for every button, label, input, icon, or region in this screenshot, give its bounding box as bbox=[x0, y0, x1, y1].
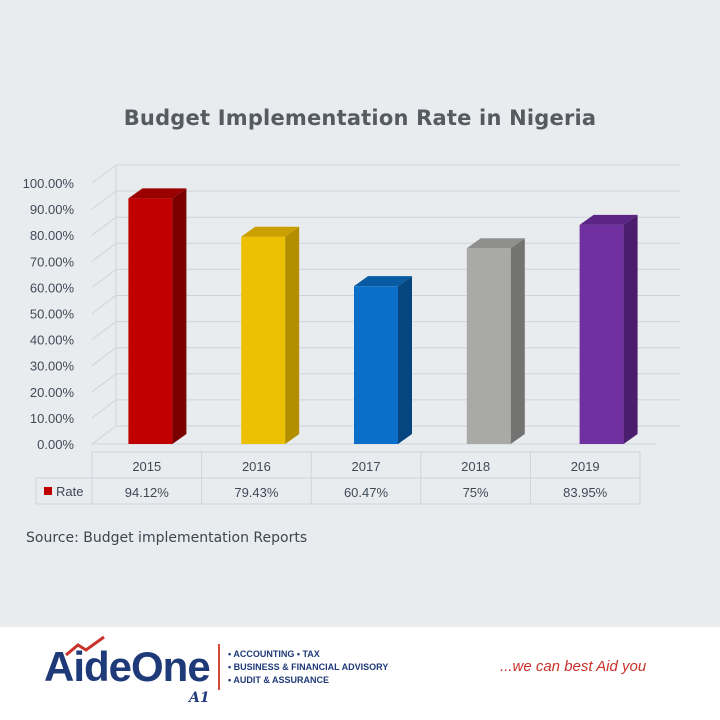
gridline-depth bbox=[91, 347, 117, 367]
bar-2017 bbox=[354, 286, 398, 444]
y-tick-label: 40.00% bbox=[30, 333, 75, 348]
y-tick-label: 100.00% bbox=[23, 176, 75, 191]
footer-divider bbox=[218, 644, 220, 690]
bar-side-2017 bbox=[398, 276, 412, 444]
data-label: 60.47% bbox=[344, 485, 389, 500]
chart-title: Budget Implementation Rate in Nigeria bbox=[123, 106, 597, 130]
tagline: ...we can best Aid you bbox=[500, 658, 647, 675]
y-tick-label: 70.00% bbox=[30, 254, 75, 269]
bar-2015 bbox=[128, 198, 173, 444]
data-label: 83.95% bbox=[563, 485, 608, 500]
y-tick-label: 20.00% bbox=[30, 385, 75, 400]
y-tick-label: 50.00% bbox=[30, 307, 75, 322]
y-tick-label: 0.00% bbox=[37, 437, 74, 452]
bar-side-2016 bbox=[285, 226, 300, 444]
y-tick-label: 90.00% bbox=[30, 202, 75, 217]
x-category-label: 2018 bbox=[461, 459, 490, 474]
gridline-depth bbox=[91, 268, 117, 288]
logo-wordmark: AideOne bbox=[44, 643, 211, 691]
gridline-depth bbox=[91, 242, 117, 262]
x-category-label: 2019 bbox=[571, 459, 600, 474]
bar-2016 bbox=[241, 236, 286, 444]
gridline-depth bbox=[91, 216, 117, 236]
gridline-depth bbox=[91, 321, 117, 341]
bar-2018 bbox=[466, 248, 511, 444]
logo-wordmark-aide: Aide bbox=[44, 643, 132, 690]
y-tick-label: 10.00% bbox=[30, 411, 75, 426]
data-label: 79.43% bbox=[234, 485, 279, 500]
gridline-depth bbox=[91, 399, 117, 419]
service-item: • BUSINESS & FINANCIAL ADVISORY bbox=[228, 662, 389, 672]
bar-top-2018 bbox=[466, 238, 525, 249]
bar-top-2019 bbox=[579, 214, 638, 225]
y-tick-label: 60.00% bbox=[30, 280, 75, 295]
bar-top-2015 bbox=[128, 188, 187, 199]
logo-swoosh-icon bbox=[65, 635, 105, 657]
bar-2019 bbox=[579, 224, 624, 444]
y-tick-label: 30.00% bbox=[30, 359, 75, 374]
service-item: • ACCOUNTING • TAX bbox=[228, 649, 320, 659]
x-category-label: 2016 bbox=[242, 459, 271, 474]
source-note: Source: Budget implementation Reports bbox=[26, 530, 308, 546]
legend-marker-rate bbox=[44, 487, 52, 495]
logo-mark: A1 bbox=[189, 690, 210, 706]
logo-wordmark-one: One bbox=[131, 643, 211, 690]
bar-side-2015 bbox=[172, 188, 187, 444]
bar-top-2017 bbox=[354, 276, 412, 287]
footer-bar bbox=[0, 627, 720, 720]
gridline-depth bbox=[91, 190, 117, 210]
y-tick-label: 80.00% bbox=[30, 228, 75, 243]
legend-label-rate: Rate bbox=[56, 484, 83, 499]
data-label: 75% bbox=[463, 485, 489, 500]
bar-chart: 0.00% 10.00% 20.00% 30.00% 40.00% 50.00% 60.00… bbox=[23, 164, 680, 505]
bar-top-2016 bbox=[241, 226, 300, 237]
bar-side-2018 bbox=[510, 238, 525, 444]
gridline-depth bbox=[91, 373, 117, 393]
x-category-label: 2015 bbox=[132, 459, 161, 474]
bar-side-2019 bbox=[623, 214, 638, 444]
service-item: • AUDIT & ASSURANCE bbox=[228, 675, 329, 685]
gridline-depth bbox=[91, 164, 117, 184]
gridline-depth bbox=[91, 425, 117, 445]
services-list: • ACCOUNTING • TAX • BUSINESS & FINANCIA… bbox=[228, 648, 388, 687]
data-label: 94.12% bbox=[125, 485, 170, 500]
x-category-label: 2017 bbox=[352, 459, 381, 474]
gridline-depth bbox=[91, 295, 117, 314]
aideone-logo[interactable]: AideOne A1 bbox=[44, 635, 214, 706]
